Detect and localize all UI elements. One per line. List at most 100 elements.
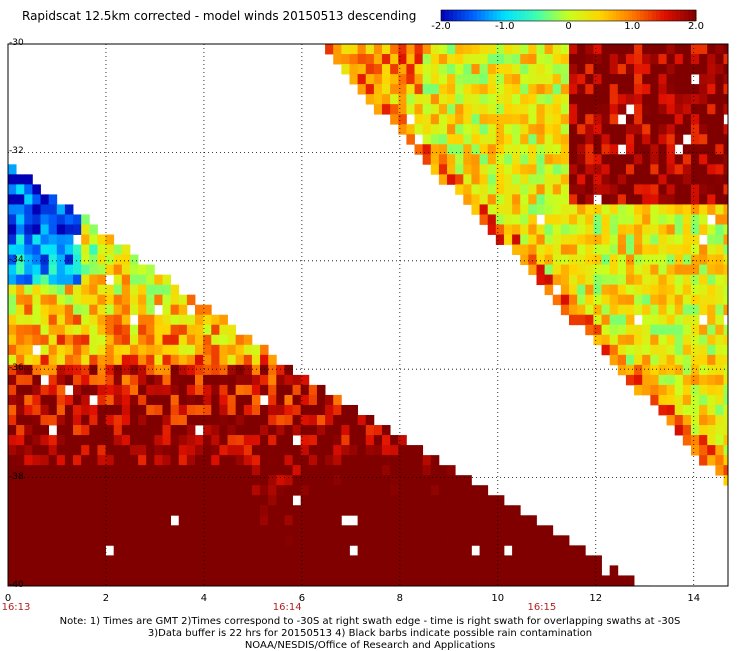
heatmap-cell bbox=[707, 244, 716, 255]
heatmap-cell bbox=[292, 575, 302, 586]
heatmap-cell bbox=[690, 415, 700, 426]
heatmap-cell bbox=[24, 415, 33, 426]
heatmap-cell bbox=[129, 445, 139, 456]
heatmap-cell bbox=[129, 264, 139, 276]
heatmap-cell bbox=[625, 224, 635, 235]
colorbar-segment bbox=[568, 10, 573, 21]
heatmap-cell bbox=[707, 415, 716, 426]
heatmap-cell bbox=[56, 204, 66, 215]
heatmap-cell bbox=[569, 44, 578, 55]
heatmap-cell bbox=[243, 344, 253, 356]
heatmap-cell bbox=[463, 44, 472, 55]
heatmap-cell bbox=[544, 575, 554, 586]
heatmap-cell bbox=[357, 64, 367, 75]
heatmap-cell bbox=[674, 294, 684, 306]
heatmap-cell bbox=[520, 575, 529, 586]
heatmap-cell bbox=[536, 244, 546, 255]
heatmap-cell bbox=[512, 74, 521, 85]
colorbar-segment bbox=[464, 10, 470, 21]
heatmap-cell bbox=[447, 74, 456, 85]
heatmap-cell bbox=[333, 435, 342, 446]
heatmap-cell bbox=[349, 465, 359, 476]
heatmap-cell bbox=[64, 284, 74, 296]
heatmap-cell bbox=[601, 304, 611, 316]
heatmap-cell bbox=[73, 224, 82, 235]
colorbar-segment bbox=[632, 10, 637, 21]
heatmap-cell bbox=[211, 555, 220, 566]
heatmap-cell bbox=[260, 384, 269, 396]
heatmap-cell bbox=[276, 545, 285, 556]
heatmap-cell bbox=[97, 364, 106, 376]
heatmap-cell bbox=[682, 114, 692, 125]
heatmap-cell bbox=[284, 364, 293, 376]
heatmap-cell bbox=[690, 124, 700, 135]
heatmap-cell bbox=[455, 44, 464, 55]
heatmap-cell bbox=[577, 274, 586, 286]
heatmap-cell bbox=[536, 264, 546, 276]
heatmap-cell bbox=[617, 254, 627, 265]
heatmap-cell bbox=[138, 495, 147, 506]
heatmap-cell bbox=[463, 555, 472, 566]
colorbar-segment bbox=[588, 10, 593, 21]
heatmap-cell bbox=[8, 575, 17, 586]
heatmap-cell bbox=[406, 445, 415, 456]
heatmap-cell bbox=[8, 234, 17, 245]
heatmap-cell bbox=[81, 384, 90, 396]
heatmap-cell bbox=[138, 284, 147, 296]
heatmap-cell bbox=[406, 64, 415, 75]
heatmap-cell bbox=[625, 44, 635, 55]
heatmap-cell bbox=[552, 94, 562, 105]
heatmap-cell bbox=[195, 404, 204, 416]
heatmap-cell bbox=[8, 304, 17, 316]
heatmap-cell bbox=[365, 64, 375, 75]
heatmap-cell bbox=[512, 174, 521, 185]
heatmap-cell bbox=[24, 374, 33, 386]
heatmap-cell bbox=[162, 475, 172, 486]
heatmap-cell bbox=[292, 425, 302, 436]
heatmap-cell bbox=[536, 184, 546, 195]
heatmap-cell bbox=[536, 164, 546, 175]
heatmap-cell bbox=[195, 314, 204, 326]
heatmap-cell bbox=[284, 495, 293, 506]
heatmap-cell bbox=[251, 364, 261, 376]
heatmap-cell bbox=[16, 505, 25, 516]
heatmap-cell bbox=[495, 194, 505, 205]
heatmap-cell bbox=[195, 364, 204, 376]
heatmap-cell bbox=[495, 124, 505, 135]
heatmap-cell bbox=[398, 465, 407, 476]
heatmap-cell bbox=[162, 284, 172, 296]
heatmap-cell bbox=[715, 404, 724, 416]
heatmap-cell bbox=[658, 314, 667, 326]
heatmap-cell bbox=[268, 435, 277, 446]
heatmap-cell bbox=[715, 455, 724, 466]
heatmap-cell bbox=[24, 394, 33, 406]
heatmap-cell bbox=[479, 525, 489, 536]
heatmap-cell bbox=[544, 565, 554, 576]
heatmap-cell bbox=[138, 505, 147, 516]
heatmap-cell bbox=[609, 174, 619, 185]
heatmap-cell bbox=[113, 505, 123, 516]
heatmap-cell bbox=[89, 565, 98, 576]
heatmap-cell bbox=[715, 344, 724, 356]
heatmap-cell bbox=[447, 515, 456, 526]
heatmap-cell bbox=[536, 274, 546, 286]
heatmap-cell bbox=[585, 64, 594, 75]
heatmap-cell bbox=[528, 64, 537, 75]
heatmap-cell bbox=[707, 84, 716, 95]
heatmap-cell bbox=[64, 274, 74, 286]
heatmap-cell bbox=[32, 214, 41, 225]
heatmap-cell bbox=[577, 545, 586, 556]
heatmap-cell bbox=[690, 244, 700, 255]
heatmap-cell bbox=[146, 485, 155, 496]
heatmap-cell bbox=[146, 545, 155, 556]
heatmap-cell bbox=[154, 505, 163, 516]
heatmap-cell bbox=[48, 314, 58, 326]
heatmap-cell bbox=[138, 264, 147, 276]
heatmap-cell bbox=[146, 525, 155, 536]
heatmap-cell bbox=[447, 164, 456, 175]
heatmap-cell bbox=[707, 274, 716, 286]
heatmap-cell bbox=[276, 475, 285, 486]
heatmap-cell bbox=[601, 174, 611, 185]
heatmap-cell bbox=[715, 184, 724, 195]
heatmap-cell bbox=[634, 54, 643, 65]
